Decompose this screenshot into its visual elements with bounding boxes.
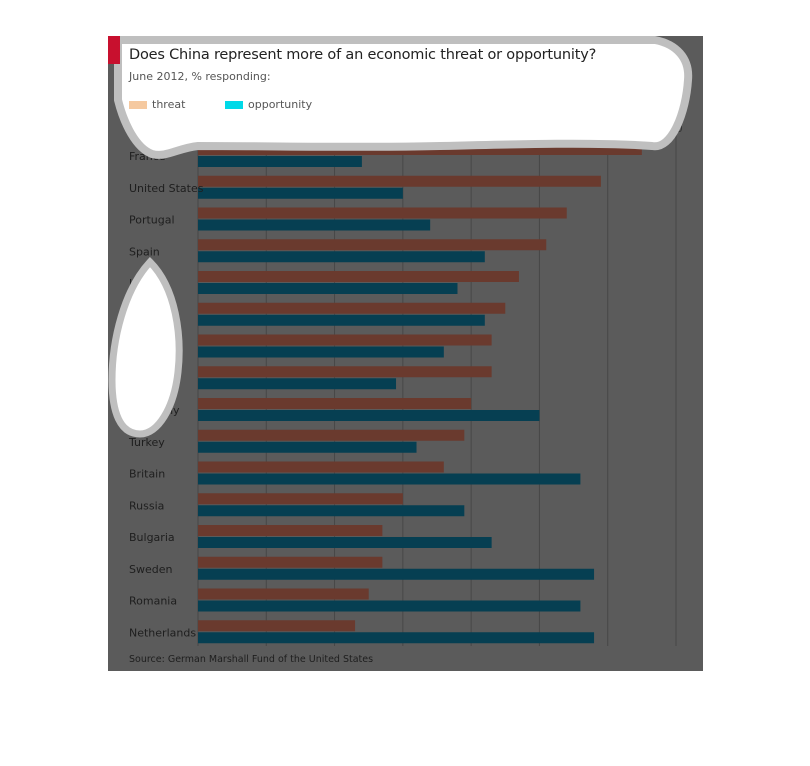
bar-opportunity-turkey <box>198 441 417 453</box>
bar-threat-netherlands <box>198 620 356 632</box>
bar-threat-russia <box>198 493 403 505</box>
bar-opportunity-bulgaria <box>198 537 492 548</box>
bar-opportunity-russia <box>198 505 465 517</box>
legend-swatch-threat <box>129 100 147 109</box>
legend-label-threat: threat <box>152 98 186 111</box>
bar-threat-portugal <box>198 207 567 219</box>
category-label: Turkey <box>128 436 165 449</box>
legend-item-threat: threat <box>129 94 186 111</box>
category-label: Russia <box>129 499 164 512</box>
brand-accent-tab <box>108 36 120 64</box>
bar-opportunity-germany <box>198 410 540 421</box>
category-label: Bulgaria <box>129 531 175 544</box>
legend-item-opportunity: opportunity <box>225 94 313 111</box>
bar-threat-britain <box>198 461 444 473</box>
category-label: Portugal <box>129 214 175 227</box>
bar-opportunity-italy <box>198 283 458 294</box>
bar-threat-spain <box>198 239 547 251</box>
bar-threat-bulgaria <box>198 525 383 536</box>
category-label: United States <box>129 182 204 195</box>
bar-threat-eu-12 <box>198 302 506 314</box>
bar-threat-united-states <box>198 175 601 187</box>
category-label: Spain <box>129 245 160 258</box>
bar-opportunity-portugal <box>198 219 431 231</box>
bar-opportunity-romania <box>198 600 581 612</box>
bar-threat-slovakia <box>198 366 492 378</box>
chart-title: Does China represent more of an economic… <box>129 47 597 63</box>
bar-threat-sweden <box>198 556 383 568</box>
bar-threat-germany <box>198 398 472 409</box>
bar-opportunity-poland <box>198 346 444 358</box>
bar-opportunity-slovakia <box>198 378 397 390</box>
bar-opportunity-eu-12 <box>198 314 485 326</box>
bar-threat-italy <box>198 271 519 282</box>
bar-threat-turkey <box>198 429 465 441</box>
bar-opportunity-france <box>198 156 362 167</box>
legend-swatch-opportunity <box>225 100 243 109</box>
bar-threat-romania <box>198 588 369 600</box>
legend-label-opportunity: opportunity <box>248 98 313 111</box>
category-label: Romania <box>129 595 177 608</box>
bar-opportunity-spain <box>198 251 485 263</box>
bar-opportunity-sweden <box>198 568 595 580</box>
bar-opportunity-britain <box>198 473 581 485</box>
category-label: Netherlands <box>129 626 196 639</box>
category-label: Britain <box>129 468 165 481</box>
top-highlight-shape <box>114 36 693 159</box>
chart-source: Source: German Marshall Fund of the Unit… <box>129 654 374 665</box>
chart-subtitle: June 2012, % responding: <box>129 70 271 83</box>
bar-opportunity-netherlands <box>198 632 595 644</box>
left-highlight-shape <box>108 256 183 438</box>
bar-opportunity-united-states <box>198 187 403 199</box>
bar-threat-poland <box>198 334 492 346</box>
category-label: Sweden <box>129 563 172 576</box>
